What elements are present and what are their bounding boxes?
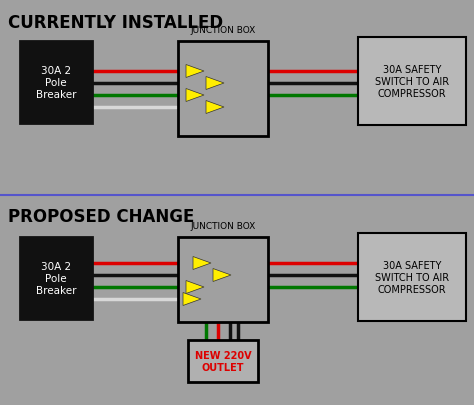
- Polygon shape: [183, 293, 201, 306]
- Polygon shape: [206, 101, 224, 114]
- Bar: [188, 340, 258, 382]
- Bar: [178, 237, 268, 322]
- Polygon shape: [186, 65, 204, 78]
- Bar: [358, 233, 466, 321]
- Text: 30A SAFETY
SWITCH TO AIR
COMPRESSOR: 30A SAFETY SWITCH TO AIR COMPRESSOR: [375, 261, 449, 294]
- Bar: [358, 38, 466, 126]
- Bar: [178, 42, 268, 136]
- Polygon shape: [193, 257, 211, 270]
- Text: JUNCTION BOX: JUNCTION BOX: [191, 222, 255, 230]
- Polygon shape: [186, 281, 204, 294]
- Polygon shape: [186, 89, 204, 102]
- Text: NEW 220V
OUTLET: NEW 220V OUTLET: [195, 350, 251, 372]
- Bar: [20, 42, 92, 124]
- Polygon shape: [213, 269, 231, 282]
- Text: 30A 2
Pole
Breaker: 30A 2 Pole Breaker: [36, 262, 76, 295]
- Polygon shape: [206, 77, 224, 90]
- Text: 30A SAFETY
SWITCH TO AIR
COMPRESSOR: 30A SAFETY SWITCH TO AIR COMPRESSOR: [375, 65, 449, 98]
- Text: JUNCTION BOX: JUNCTION BOX: [191, 26, 255, 35]
- Text: PROPOSED CHANGE: PROPOSED CHANGE: [8, 207, 194, 226]
- Text: 30A 2
Pole
Breaker: 30A 2 Pole Breaker: [36, 66, 76, 99]
- Text: CURRENTLY INSTALLED: CURRENTLY INSTALLED: [8, 14, 223, 32]
- Bar: [20, 237, 92, 319]
